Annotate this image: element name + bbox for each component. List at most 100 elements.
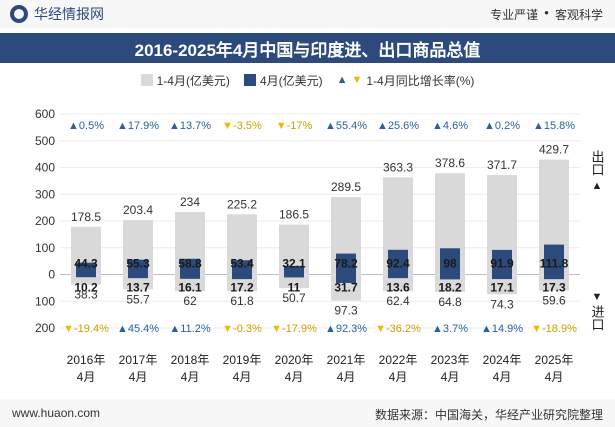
down-triangle-icon: ▼ — [271, 323, 282, 335]
x-tick-label-year: 2020年 — [275, 353, 314, 367]
import-total-label: 61.8 — [230, 294, 254, 308]
legend-growth-label: 1-4月同比增长率(%) — [366, 73, 475, 88]
x-tick-label-year: 2022年 — [379, 353, 418, 367]
y-tick-label: 200 — [35, 321, 55, 335]
export-month-label: 58.8 — [178, 257, 202, 271]
brand-name: 华经情报网 — [34, 6, 104, 22]
top-bar: 华经情报网 专业严谨 ● 客观科学 — [0, 0, 615, 28]
x-tick-label-year: 2023年 — [431, 353, 470, 367]
import-total-label: 62 — [183, 294, 197, 308]
export-axis-label: 出口 ▲ — [589, 150, 605, 194]
import-growth-label: ▼-18.9% — [531, 323, 577, 335]
export-growth-value: 25.6% — [388, 120, 419, 132]
export-growth-value: -3.5% — [233, 120, 262, 132]
import-total-bar — [279, 274, 309, 289]
y-tick-label: 100 — [35, 294, 55, 308]
import-month-label: 31.7 — [334, 281, 358, 295]
import-month-label: 11 — [288, 281, 301, 295]
down-triangle-icon: ▼ — [63, 323, 74, 335]
export-total-label: 203.4 — [123, 203, 153, 217]
import-month-bar — [232, 274, 252, 280]
export-growth-label: ▲0.5% — [68, 120, 104, 132]
legend-month-label: 4月(亿美元) — [259, 73, 323, 88]
import-total-label: 74.3 — [490, 297, 514, 311]
export-growth-value: 13.7% — [180, 120, 211, 132]
y-tick-label: 500 — [35, 134, 55, 148]
down-triangle-icon: ▼ — [222, 323, 233, 335]
import-month-label: 17.1 — [490, 281, 514, 295]
import-growth-label: ▼-36.2% — [375, 323, 421, 335]
import-month-bar — [440, 274, 460, 280]
export-month-label: 32.1 — [282, 257, 306, 271]
up-triangle-icon: ▲ — [169, 120, 180, 132]
export-total-label: 429.7 — [539, 143, 569, 157]
export-total-label: 289.5 — [331, 180, 361, 194]
export-month-bar — [76, 262, 96, 275]
export-growth-label: ▼-17% — [276, 120, 313, 132]
import-growth-value: -18.9% — [542, 323, 577, 335]
export-month-label: 44.3 — [74, 257, 98, 271]
import-month-bar — [180, 274, 200, 279]
brand-logo[interactable]: 华经情报网 — [10, 4, 104, 24]
x-tick-label-year: 2018年 — [171, 353, 210, 367]
legend-total-swatch — [140, 74, 153, 86]
export-growth-label: ▲15.8% — [533, 120, 575, 132]
up-triangle-icon: ▲ — [325, 323, 336, 335]
export-month-label: 98 — [443, 257, 457, 271]
slogan-part-2: 客观科学 — [554, 8, 603, 22]
y-tick-label: 600 — [35, 107, 55, 121]
import-month-bar — [336, 274, 356, 283]
slogan-separator: ● — [544, 8, 549, 17]
up-triangle-icon: ▲ — [117, 120, 128, 132]
import-growth-label: ▼-17.9% — [271, 323, 317, 335]
down-triangle-icon: ▼ — [375, 323, 386, 335]
import-growth-value: 11.2% — [180, 323, 211, 335]
import-total-label: 62.4 — [386, 294, 410, 308]
export-total-label: 225.2 — [227, 197, 257, 211]
legend-total: 1-4月(亿美元) — [140, 72, 230, 89]
import-month-bar — [128, 274, 148, 279]
export-arrow-icon: ▲ — [591, 180, 603, 192]
export-month-label: 111.8 — [540, 257, 569, 271]
import-total-label: 55.7 — [126, 292, 150, 306]
export-total-label: 363.3 — [383, 160, 413, 174]
x-tick-label-year: 2016年 — [67, 353, 106, 367]
import-month-bar — [544, 274, 564, 280]
export-month-bar — [544, 244, 564, 275]
down-triangle-icon: ▼ — [276, 120, 287, 132]
export-growth-value: 55.4% — [336, 120, 367, 132]
export-month-bar — [284, 265, 304, 275]
import-growth-value: -0.3% — [233, 323, 262, 335]
footer-website[interactable]: www.huaon.com — [12, 406, 101, 420]
export-total-label: 378.6 — [435, 156, 465, 170]
export-month-label: 91.9 — [490, 257, 514, 271]
export-month-label: 53.4 — [230, 257, 254, 271]
import-growth-value: 92.3% — [336, 323, 367, 335]
export-growth-value: 4.6% — [443, 120, 468, 132]
export-month-label: 78.2 — [334, 257, 358, 271]
import-growth-label: ▼-19.4% — [63, 323, 109, 335]
export-month-bar — [492, 249, 512, 275]
y-tick-label: 300 — [35, 187, 55, 201]
import-month-label: 16.1 — [178, 281, 202, 295]
export-month-bar — [232, 260, 252, 275]
import-month-label: 17.3 — [542, 281, 566, 295]
export-total-label: 234 — [180, 195, 200, 209]
import-month-bar — [388, 274, 408, 279]
import-growth-value: 45.4% — [128, 323, 159, 335]
legend-total-label: 1-4月(亿美元) — [156, 73, 230, 88]
up-triangle-icon: ▲ — [68, 120, 79, 132]
y-tick-label: 100 — [35, 241, 55, 255]
export-total-label: 186.5 — [279, 208, 309, 222]
export-month-bar — [336, 253, 356, 275]
up-triangle-icon: ▲ — [325, 120, 336, 132]
import-total-label: 50.7 — [282, 291, 306, 305]
import-growth-value: 14.9% — [492, 323, 523, 335]
export-growth-value: 17.9% — [128, 120, 159, 132]
import-total-label: 64.8 — [438, 295, 462, 309]
import-axis-label: ▼ 进口 — [589, 290, 605, 334]
x-tick-label-month: 4月 — [129, 370, 148, 384]
up-triangle-icon: ▲ — [481, 323, 492, 335]
export-month-bar — [180, 258, 200, 275]
